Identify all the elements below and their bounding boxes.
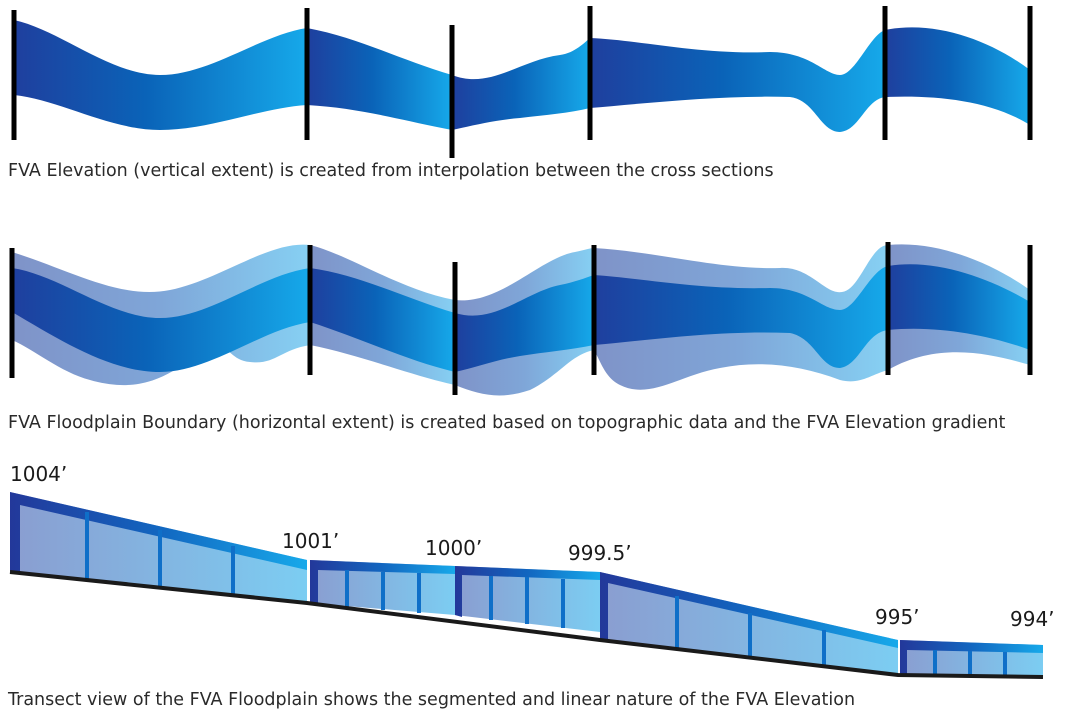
transect-segment-5-top — [900, 640, 1043, 676]
elevation-label-1000: 1000’ — [425, 536, 483, 560]
floodplain-elevation-4 — [594, 266, 888, 368]
elevation-segment-4 — [590, 30, 885, 132]
transect-ground-line — [9, 570, 1044, 679]
floodplain-cross-sections — [9, 242, 1033, 395]
floodplain-elevation-3 — [455, 275, 594, 372]
floodplain-elevation-2 — [310, 268, 455, 372]
transect-view — [9, 492, 1044, 679]
elevation-caption: FVA Elevation (vertical extent) is creat… — [8, 161, 774, 181]
elevation-label-994: 994’ — [1010, 607, 1055, 631]
transect-caption: Transect view of the FVA Floodplain show… — [8, 690, 856, 710]
transect-segment-1-dividers — [85, 512, 235, 595]
elevation-ribbon-row — [14, 20, 1030, 132]
transect-segment-5-dividers — [933, 650, 1007, 677]
elevation-label-1001: 1001’ — [282, 529, 340, 553]
floodplain-elevation-5 — [888, 264, 1030, 350]
floodplain-elevation-1 — [12, 268, 310, 372]
transect-segment-2-dividers — [345, 570, 421, 613]
transect-segment-4-dividers — [675, 596, 826, 666]
elevation-cross-sections — [11, 6, 1033, 158]
elevation-segment-3 — [452, 38, 590, 130]
transect-segment-4-top — [600, 572, 898, 648]
floodplain-boundary-row — [12, 244, 1030, 396]
elevation-label-1004: 1004’ — [10, 462, 68, 486]
transect-segment-2-top — [310, 560, 455, 605]
floodplain-caption: FVA Floodplain Boundary (horizontal exte… — [8, 413, 1006, 433]
transect-segment-3-dividers — [489, 576, 565, 628]
elevation-label-995: 995’ — [875, 605, 920, 629]
transect-segment-3-top — [455, 566, 600, 617]
elevation-segment-2 — [307, 28, 452, 130]
elevation-label-999-5: 999.5’ — [568, 541, 632, 565]
elevation-segment-1 — [14, 20, 307, 130]
elevation-segment-5 — [885, 27, 1030, 125]
